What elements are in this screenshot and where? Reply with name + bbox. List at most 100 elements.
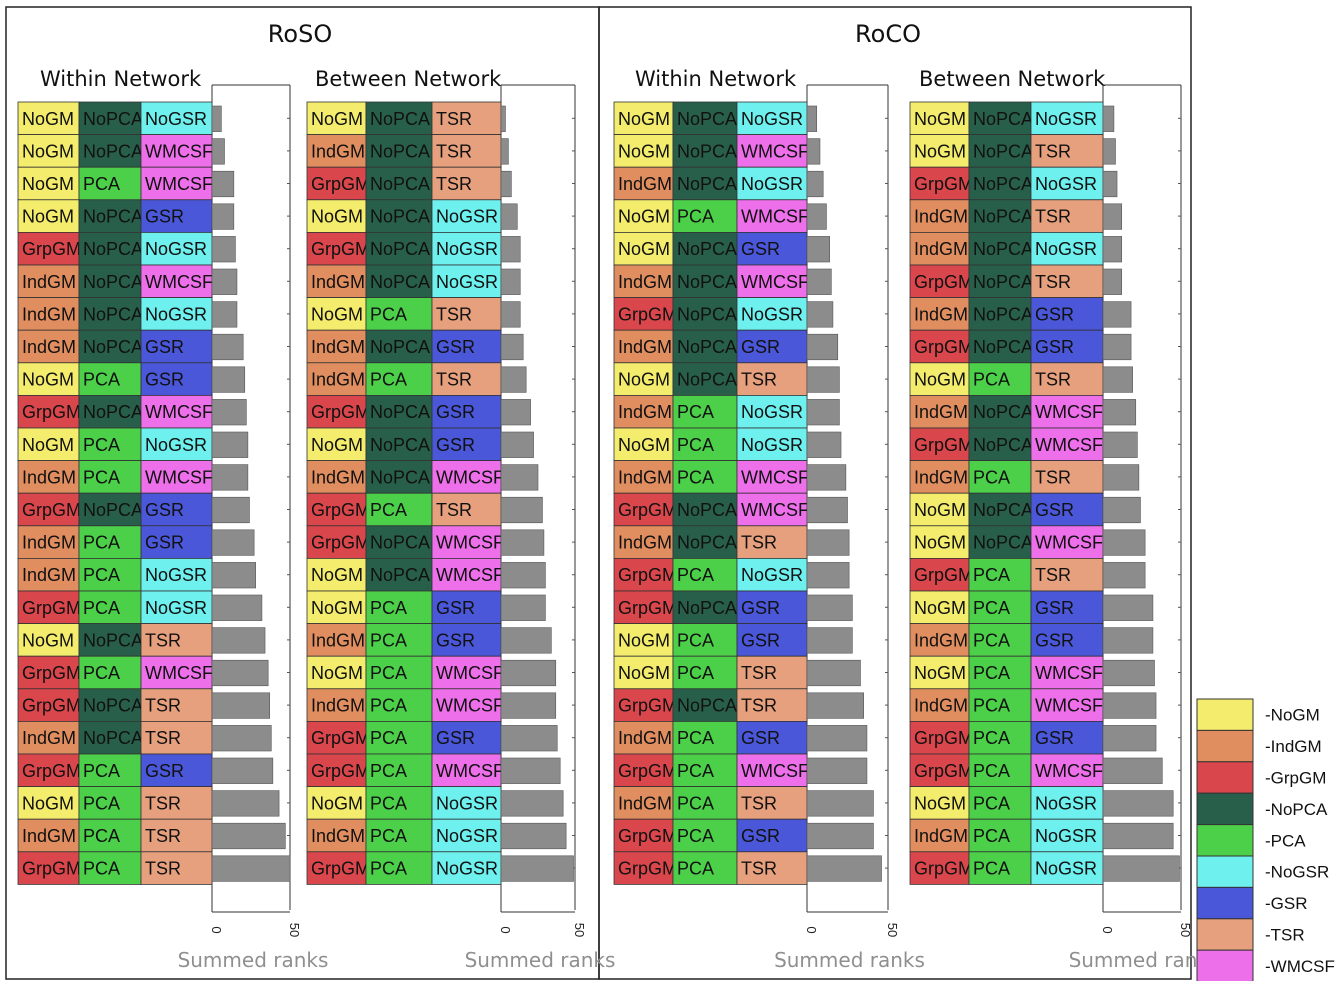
cell-label: TSR [741,663,777,683]
pipeline-row: NoGM PCA WMCSF [613,199,827,233]
roco-panel-frame [598,6,1192,980]
cell-nogsr [736,427,808,461]
cell-label: NoGSR [741,402,803,422]
cell-label: NoGM [22,793,74,813]
summed-rank-bar [1102,236,1123,263]
cell-pca [78,753,142,787]
x-axis-label: Summed ranks [465,948,616,972]
cell-grpgm [613,851,674,885]
pipeline-row: NoGM NoPCA TSR [909,134,1116,168]
legend: -NoGM -IndGM -GrpGM -NoPCA -PCA -NoGSR -GSR -TS… [1196,698,1335,981]
cell-grpgm [17,394,80,429]
cell-label: PCA [83,663,120,683]
cell-label: GrpGM [311,174,370,194]
cell-nopca [968,166,1032,201]
pipeline-row: GrpGM NoPCA WMCSF [306,525,545,559]
summed-rank-bar [806,236,830,263]
cell-label: PCA [83,533,120,553]
cell-label: PCA [83,174,120,194]
cell-label: IndGM [22,272,76,292]
cell-tsr [736,362,808,396]
cell-nogsr [1030,851,1104,885]
cell-nogm [909,362,970,396]
chart-1-roso-between-network: Between Network 0 50 Summed ranks NoGM NoPCA T… [306,67,616,972]
summed-rank-bar [500,855,574,882]
summed-rank-bar [1102,725,1157,752]
cell-indgm [306,329,367,364]
cell-grpgm [613,590,674,624]
cell-indgm [17,721,80,755]
cell-label: GrpGM [311,533,370,553]
cell-nopca [672,231,738,266]
cell-grpgm [613,688,674,722]
pipeline-row: GrpGM PCA WMCSF [17,655,269,690]
summed-rank-bar [806,170,824,198]
cell-label: NoGM [618,109,670,129]
cell-nopca [968,101,1032,135]
cell-label: IndGM [914,207,968,227]
cell-pca [968,721,1032,755]
cell-label: GSR [145,337,184,357]
pipeline-row: IndGM NoPCA NoGSR [909,231,1123,266]
cell-nopca [78,688,142,722]
summed-rank-bar [806,431,842,458]
cell-gsr [140,362,213,396]
cell-label: TSR [1035,141,1071,161]
cell-nopca [78,623,142,657]
cell-grpgm [613,753,674,787]
cell-label: NoGSR [145,239,207,259]
x-tick-label: 0 [498,926,513,933]
cell-nogsr [1030,166,1104,201]
summed-rank-bar [211,529,255,556]
cell-label: NoGM [618,663,670,683]
pipeline-row: NoGM NoPCA NoGSR [17,101,222,135]
summed-rank-bar [211,236,236,263]
summed-rank-bar [1102,399,1137,426]
cell-label: IndGM [618,793,672,813]
cell-label: PCA [973,370,1010,390]
pipeline-row: IndGM PCA NoGSR [613,394,840,429]
cell-label: PCA [83,370,120,390]
cell-nopca [78,297,142,331]
cell-label: PCA [370,500,407,520]
cell-gsr [1030,297,1104,331]
summed-rank-bar [211,757,274,784]
cell-nogm [613,623,674,657]
cell-label: IndGM [22,467,76,487]
cell-gsr [140,753,213,787]
cell-label: NoGSR [741,435,803,455]
legend-swatch-nogm [1196,698,1254,731]
cell-pca [365,818,433,853]
x-tick-label: 50 [287,923,302,937]
cell-nopca [968,231,1032,266]
legend-swatch-grpgm [1196,761,1254,794]
summed-rank-bar [500,268,521,295]
cell-nogm [17,134,80,168]
x-axis-label: Summed ranks [1069,948,1220,972]
cell-label: IndGM [914,304,968,324]
cell-label: GSR [145,533,184,553]
cell-pca [365,655,433,690]
summed-rank-bar [500,692,557,719]
pipeline-row: IndGM PCA NoGSR [17,558,256,592]
pipeline-row: IndGM NoPCA GSR [17,329,244,364]
summed-rank-bar [1102,301,1132,328]
cell-label: NoPCA [370,141,430,161]
cell-label: GrpGM [22,239,81,259]
summed-rank-bar [211,333,244,361]
cell-pca [78,166,142,201]
cell-nopca [968,492,1032,527]
summed-rank-bar [211,594,263,621]
cell-nogm [613,362,674,396]
cell-gsr [431,623,502,657]
cell-label: NoPCA [370,533,430,553]
cell-label: IndGM [914,826,968,846]
summed-rank-bar [500,725,558,752]
cell-label: NoPCA [370,337,430,357]
cell-label: NoPCA [370,402,430,422]
cell-nopca [968,199,1032,233]
cell-label: NoGM [914,793,966,813]
pipeline-row: GrpGM PCA TSR [613,851,882,885]
cell-nogsr [140,590,213,624]
cell-label: TSR [741,533,777,553]
